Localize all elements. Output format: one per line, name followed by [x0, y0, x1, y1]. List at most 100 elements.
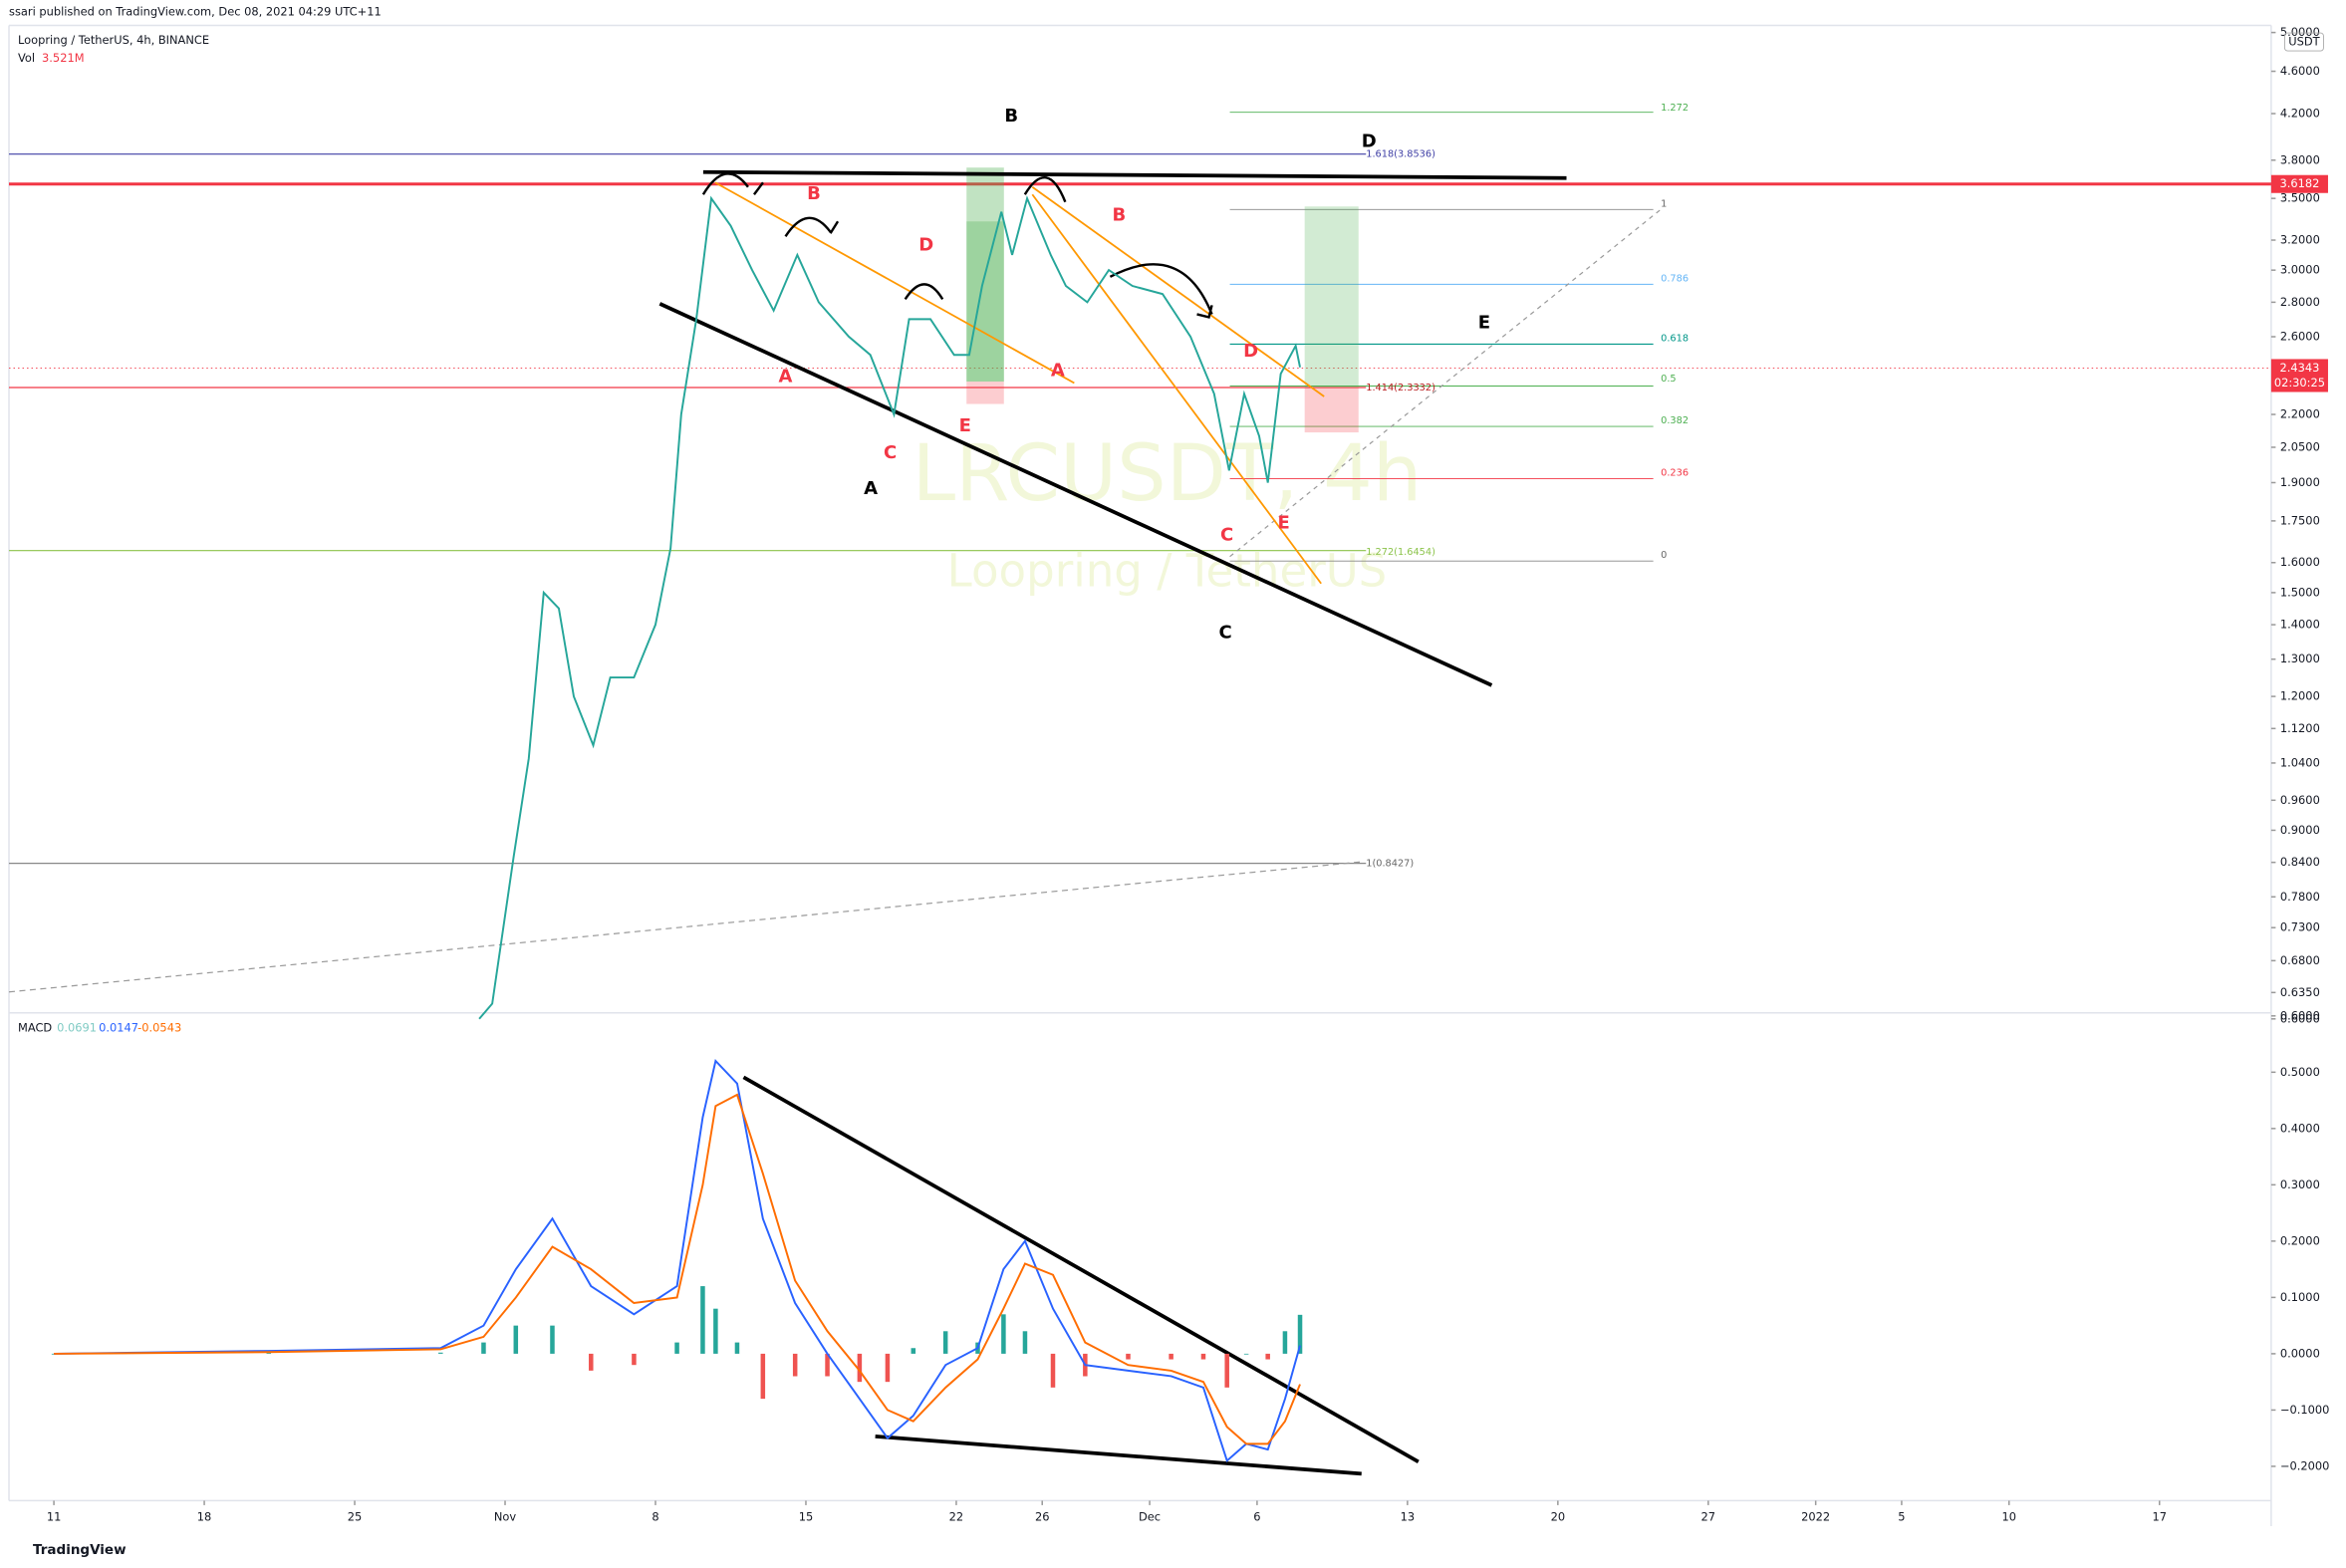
histogram-bar	[734, 1342, 740, 1354]
x-tick-label: 17	[2152, 1509, 2167, 1523]
price-tag-box	[2270, 174, 2328, 193]
y-tick-label: 0.5000	[2280, 1065, 2320, 1079]
histogram-bar	[885, 1353, 891, 1383]
x-tick-label: 25	[348, 1509, 363, 1523]
y-tick-label: 1.4000	[2280, 618, 2320, 632]
fib-label: 0	[1661, 550, 1667, 561]
x-tick-label: 22	[949, 1509, 964, 1523]
y-tick-label: 0.6800	[2280, 953, 2320, 967]
histogram-bar	[632, 1353, 637, 1366]
pane-borders	[8, 24, 2272, 1526]
histogram-bar	[438, 1352, 443, 1354]
price-tag: 3.6182	[2279, 176, 2319, 190]
macd-pane: 0.6000 0.5000 0.4000 0.3000 0.2000 0.1000 0.00…	[47, 1008, 2330, 1523]
histogram-bar	[589, 1353, 594, 1371]
x-tick-label: 27	[1701, 1509, 1716, 1523]
currency: USDT	[2288, 35, 2319, 49]
y-tick-label: 0.7300	[2280, 920, 2320, 934]
histogram-bar	[513, 1325, 519, 1354]
histogram-bar	[1200, 1353, 1206, 1360]
histogram-bar	[825, 1353, 830, 1377]
wave-label: C	[1218, 622, 1231, 643]
y-tick-label: 0.8400	[2280, 855, 2320, 869]
y-tick-label: 1.3000	[2280, 652, 2320, 665]
countdown: 02:30:25	[2274, 376, 2325, 390]
drawings	[8, 112, 2271, 1476]
y-tick-label: 4.6000	[2280, 64, 2320, 78]
signal-value: -0.0543	[137, 1020, 181, 1034]
histogram-bar	[760, 1353, 766, 1400]
x-tick-label: 26	[1035, 1509, 1050, 1523]
x-tick-label: 13	[1401, 1509, 1416, 1523]
y-tick-label: 2.0500	[2280, 439, 2320, 453]
y-tick-label: 0.6350	[2280, 985, 2320, 999]
wave-label: B	[1113, 204, 1127, 225]
histogram-bar	[1001, 1314, 1006, 1354]
volume-value: 3.521M	[42, 51, 84, 65]
wave-label: A	[779, 366, 793, 387]
brand: TradingView	[33, 1542, 127, 1558]
y-tick-label: 0.6000	[2280, 1008, 2320, 1022]
fib-label: 0.236	[1661, 468, 1689, 479]
y-tick-label: −0.2000	[2280, 1458, 2329, 1472]
wave-label: A	[864, 478, 878, 499]
macd-value: 0.0147	[99, 1020, 138, 1034]
wave-label: C	[1220, 525, 1233, 546]
fib-label: 1.272	[1661, 103, 1689, 114]
fib-label: 1.272(1.6454)	[1366, 547, 1435, 558]
y-tick-label: 0.9000	[2280, 823, 2320, 837]
histogram-bar	[550, 1325, 555, 1354]
price-tag-box	[2270, 359, 2328, 392]
macd-hist-value: 0.0691	[57, 1020, 97, 1034]
histogram-bar	[1243, 1353, 1249, 1355]
y-tick-label: 2.2000	[2280, 407, 2320, 421]
y-tick-label: 1.6000	[2280, 555, 2320, 569]
wave-label: D	[1362, 131, 1377, 152]
y-tick-label: 5.0000	[2280, 25, 2320, 39]
x-tick-label: 20	[1551, 1509, 1566, 1523]
wave-label: C	[884, 442, 897, 463]
histogram-bar	[713, 1308, 718, 1354]
wave-label: E	[1277, 513, 1289, 534]
wave-label: A	[1051, 360, 1065, 381]
y-tick-label: 3.2000	[2280, 233, 2320, 247]
wave-label: B	[807, 183, 821, 204]
fib-label: 1.414(2.3332)	[1366, 383, 1435, 393]
histogram-bar	[1050, 1353, 1056, 1388]
currency-box	[2283, 32, 2324, 52]
histogram-bar	[1169, 1353, 1173, 1360]
y-tick-label: 3.0000	[2280, 263, 2320, 277]
y-tick-label: 0.4000	[2280, 1121, 2320, 1135]
histogram-bar	[674, 1342, 679, 1354]
publisher: ssari published on TradingView.com, Dec …	[9, 5, 382, 19]
histogram-bar	[1297, 1314, 1303, 1354]
wave-label: E	[959, 415, 971, 436]
wave-label: B	[1004, 106, 1018, 127]
x-tick-label: 8	[652, 1509, 658, 1523]
x-tick-label: 6	[1253, 1509, 1260, 1523]
x-tick-label: 11	[47, 1509, 62, 1523]
watermark-sub: Loopring / TetherUS	[947, 545, 1388, 598]
fib-label: 1	[1661, 198, 1667, 209]
series-line	[54, 1093, 1301, 1445]
histogram-bar	[481, 1342, 486, 1354]
x-tick-label: 5	[1898, 1509, 1905, 1523]
watermark: LRCUSDT, 4h	[912, 429, 1423, 519]
series-line	[54, 1059, 1301, 1463]
y-tick-label: 2.8000	[2280, 295, 2320, 309]
y-tick-label: 0.7800	[2280, 890, 2320, 904]
y-tick-label: 0.3000	[2280, 1177, 2320, 1191]
x-tick-label: 2022	[1801, 1509, 1830, 1523]
symbol: Loopring / TetherUS, 4h, BINANCE	[18, 33, 209, 47]
y-tick-label: 1.2000	[2280, 689, 2320, 703]
series-line	[478, 195, 1301, 1020]
y-tick-label: 0.9600	[2280, 793, 2320, 807]
y-tick-label: 0.2000	[2280, 1233, 2320, 1247]
wave-label: D	[1243, 341, 1258, 362]
fib-label: 1.618(3.8536)	[1366, 149, 1435, 160]
histogram-bar	[700, 1286, 705, 1354]
y-tick-label: 0.0000	[2280, 1346, 2320, 1360]
fib-label: 1(0.8427)	[1366, 859, 1414, 870]
